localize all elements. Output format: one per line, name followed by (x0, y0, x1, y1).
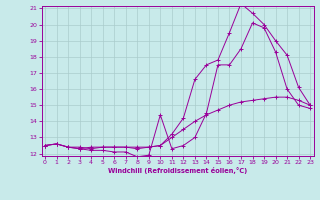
X-axis label: Windchill (Refroidissement éolien,°C): Windchill (Refroidissement éolien,°C) (108, 167, 247, 174)
